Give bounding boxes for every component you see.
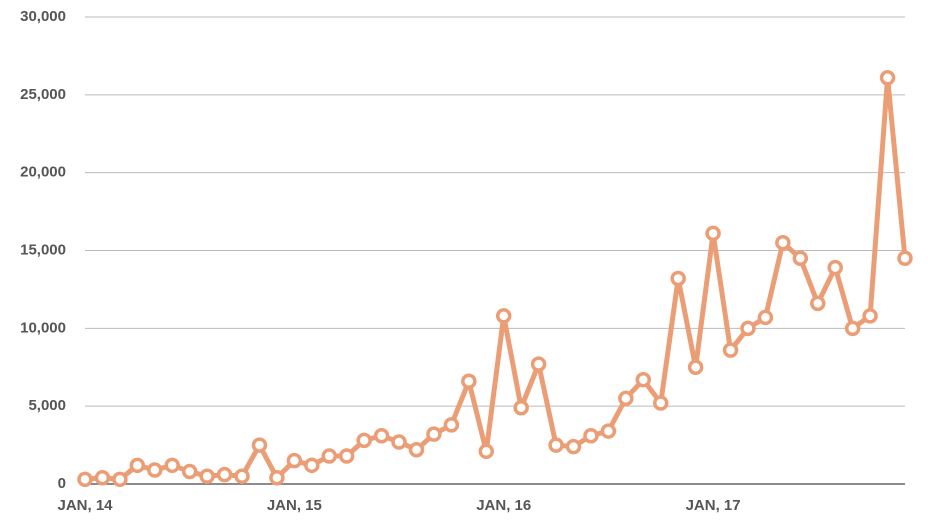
y-tick-label: 5,000 [28,397,66,414]
point [461,373,477,390]
point [897,250,913,267]
point [687,359,704,375]
y-tick-label: 30,000 [20,8,66,25]
point [757,309,774,326]
x-tick-label: JAN, 15 [267,497,322,514]
point [478,443,495,460]
point [304,457,320,474]
point [373,427,390,444]
point [216,466,233,483]
y-tick-label: 20,000 [20,164,66,181]
point [234,468,250,484]
point [740,320,756,337]
point [164,457,180,474]
point [530,356,547,372]
point [338,448,355,464]
point [827,259,843,276]
point [618,390,634,407]
point [565,438,582,455]
point [652,395,669,411]
y-tick-label: 15,000 [20,241,66,258]
point [583,427,599,444]
point [844,320,861,337]
y-tick-label: 25,000 [20,86,66,103]
point [391,434,407,450]
point [862,308,878,324]
point [792,250,809,267]
point [426,426,442,442]
point [199,468,215,484]
y-tick-label: 10,000 [20,319,66,336]
point [635,371,652,388]
y-tick-label: 0 [58,475,66,492]
point [181,463,198,480]
point [129,457,146,474]
point [269,470,285,486]
point [722,342,739,358]
point [251,437,268,453]
point [810,295,826,312]
point [495,308,512,324]
point [443,417,460,433]
point [408,442,425,458]
point [879,69,896,86]
x-tick-label: JAN, 14 [57,497,113,514]
point [147,462,163,478]
point [94,470,111,486]
point [321,448,338,464]
point [775,234,791,251]
point [705,225,721,242]
point [77,471,93,488]
line [84,75,908,482]
x-tick-label: JAN, 16 [476,497,531,514]
point [112,471,128,488]
point [356,432,372,449]
point [286,452,303,469]
point [548,437,564,453]
point [670,270,686,287]
point [513,399,529,416]
point [600,423,617,439]
x-tick-label: JAN, 17 [686,497,741,514]
